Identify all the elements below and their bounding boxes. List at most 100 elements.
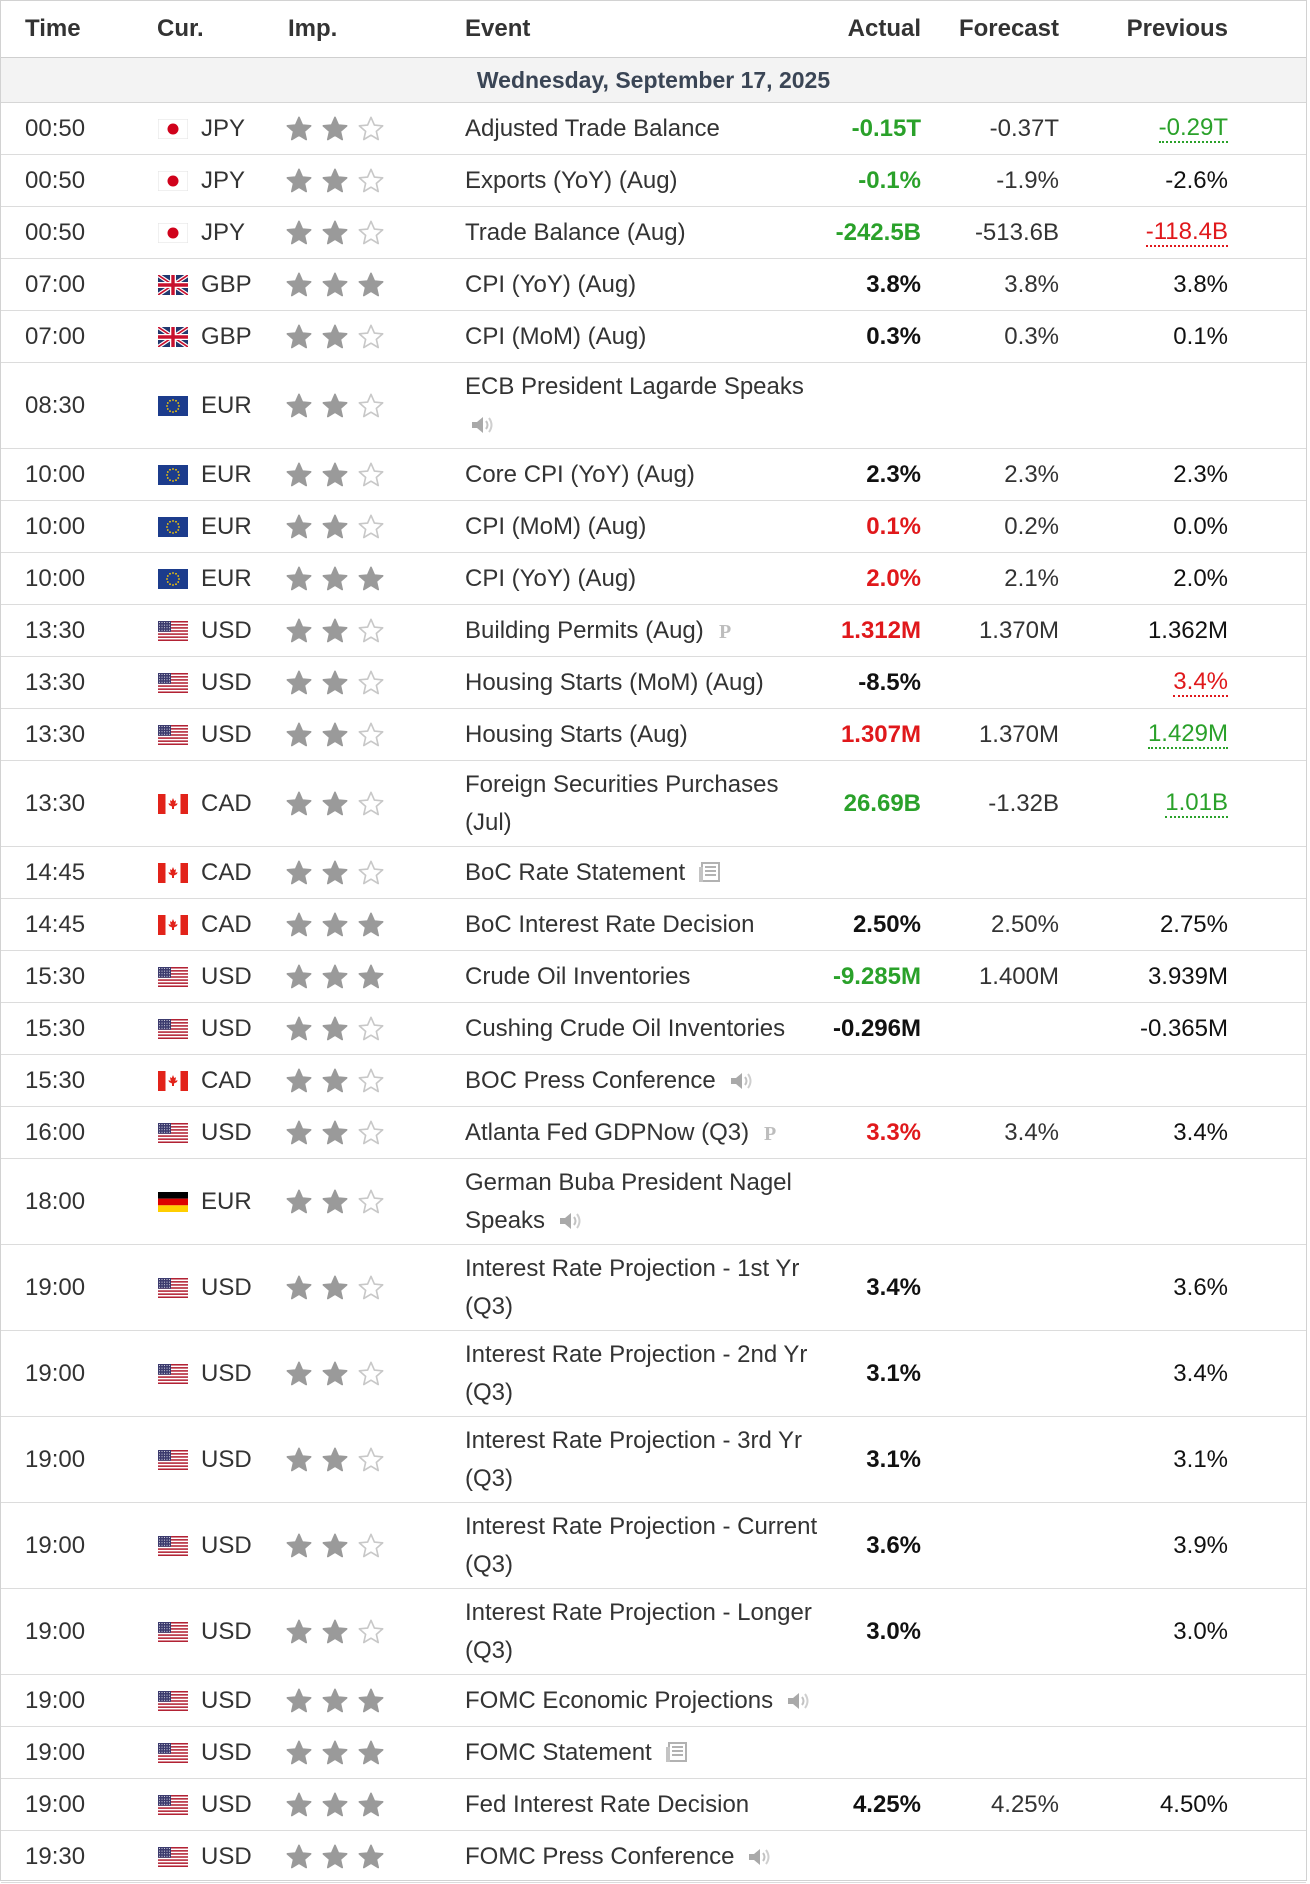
event-name[interactable]: Adjusted Trade Balance (465, 103, 825, 154)
event-name[interactable]: Atlanta Fed GDPNow (Q3) P (465, 1107, 825, 1158)
event-row[interactable]: 00:50 JPY Exports (YoY) (Aug) -0.1% -1.9% -2.… (1, 155, 1306, 207)
speaker-icon[interactable] (746, 1846, 772, 1868)
event-row[interactable]: 16:00 USD Atlanta Fed GDPNow (Q3) P 3.3% 3.4%… (1, 1107, 1306, 1159)
event-title-link[interactable]: Crude Oil Inventories (465, 962, 691, 990)
col-previous-header[interactable]: Previous (1126, 15, 1228, 42)
event-name[interactable]: BoC Interest Rate Decision (465, 899, 825, 950)
previous-value[interactable]: -0.29T (1158, 113, 1228, 143)
event-name[interactable]: Building Permits (Aug) P (465, 605, 825, 656)
previous-value[interactable]: 1.429M (1147, 719, 1228, 749)
event-title-link[interactable]: ECB President Lagarde Speaks (465, 372, 804, 400)
event-name[interactable]: Exports (YoY) (Aug) (465, 155, 825, 206)
event-name[interactable]: Interest Rate Projection - 1st Yr (Q3) (465, 1245, 825, 1330)
col-importance-header[interactable]: Imp. (288, 15, 338, 42)
previous-value[interactable]: 1.01B (1165, 788, 1228, 818)
event-title-link[interactable]: Interest Rate Projection - 1st Yr (Q3) (465, 1254, 800, 1320)
event-previous[interactable]: 1.01B (1165, 761, 1228, 846)
event-title-link[interactable]: Fed Interest Rate Decision (465, 1790, 750, 1818)
event-title-link[interactable]: Core CPI (YoY) (Aug) (465, 460, 695, 488)
event-name[interactable]: CPI (YoY) (Aug) (465, 259, 825, 310)
col-currency-header[interactable]: Cur. (157, 15, 204, 42)
event-name[interactable]: CPI (MoM) (Aug) (465, 501, 825, 552)
event-row[interactable]: 19:00 USD Interest Rate Projection - 3rd Y… (1, 1417, 1306, 1503)
event-title-link[interactable]: FOMC Statement (465, 1738, 652, 1766)
event-title-link[interactable]: Interest Rate Projection - 2nd Yr (Q3) (465, 1340, 808, 1406)
document-icon[interactable] (697, 861, 721, 885)
speaker-icon[interactable] (469, 414, 495, 436)
event-title-link[interactable]: Housing Starts (Aug) (465, 720, 688, 748)
event-name[interactable]: Interest Rate Projection - Longer (Q3) (465, 1589, 825, 1674)
event-title-link[interactable]: Adjusted Trade Balance (465, 114, 720, 142)
event-title-link[interactable]: Interest Rate Projection - Longer (Q3) (465, 1598, 812, 1664)
event-title-link[interactable]: Interest Rate Projection - Current (Q3) (465, 1512, 818, 1578)
event-name[interactable]: Housing Starts (Aug) (465, 709, 825, 760)
event-title-link[interactable]: German Buba President Nagel Speaks (465, 1168, 792, 1234)
event-name[interactable]: Interest Rate Projection - Current (Q3) (465, 1503, 825, 1588)
event-name[interactable]: BOC Press Conference (465, 1055, 825, 1106)
event-row[interactable]: 15:30 USD Crude Oil Inventories -9.285M 1.40… (1, 951, 1306, 1003)
event-title-link[interactable]: Building Permits (Aug) (465, 616, 704, 644)
event-row[interactable]: 19:00 USD Interest Rate Projection - 1st Y… (1, 1245, 1306, 1331)
event-name[interactable]: Fed Interest Rate Decision (465, 1779, 825, 1830)
event-name[interactable]: BoC Rate Statement (465, 847, 825, 898)
event-row[interactable]: 15:30 USD Cushing Crude Oil Inventories -0.… (1, 1003, 1306, 1055)
document-icon[interactable] (664, 1741, 688, 1765)
speaker-icon[interactable] (785, 1690, 811, 1712)
event-row[interactable]: 19:00 USD Interest Rate Projection - Longe… (1, 1589, 1306, 1675)
event-row[interactable]: 13:30 CAD Foreign Securities Purchases (Ju… (1, 761, 1306, 847)
event-row[interactable]: 19:00 USD FOMC Economic Projections (1, 1675, 1306, 1727)
event-title-link[interactable]: Interest Rate Projection - 3rd Yr (Q3) (465, 1426, 803, 1492)
event-title-link[interactable]: Cushing Crude Oil Inventories (465, 1014, 786, 1042)
event-name[interactable]: Trade Balance (Aug) (465, 207, 825, 258)
event-previous[interactable]: 3.4% (1173, 657, 1228, 708)
event-name[interactable]: Crude Oil Inventories (465, 951, 825, 1002)
event-name[interactable]: FOMC Statement (465, 1727, 825, 1778)
event-title-link[interactable]: Housing Starts (MoM) (Aug) (465, 668, 764, 696)
event-name[interactable]: Core CPI (YoY) (Aug) (465, 449, 825, 500)
event-row[interactable]: 14:45 CAD BoC Rate Statement (1, 847, 1306, 899)
event-row[interactable]: 19:00 USD Interest Rate Projection - Curre… (1, 1503, 1306, 1589)
event-row[interactable]: 19:30 USD FOMC Press Conference (1, 1831, 1306, 1883)
event-row[interactable]: 13:30 USD Housing Starts (MoM) (Aug) -8.5% 3… (1, 657, 1306, 709)
event-name[interactable]: Foreign Securities Purchases (Jul) (465, 761, 825, 846)
event-name[interactable]: CPI (YoY) (Aug) (465, 553, 825, 604)
event-row[interactable]: 10:00 EUR Core CPI (YoY) (Aug) 2.3% 2.3% 2.3% (1, 449, 1306, 501)
event-name[interactable]: ECB President Lagarde Speaks (465, 363, 825, 448)
event-row[interactable]: 10:00 EUR CPI (YoY) (Aug) 2.0% 2.1% 2.0% (1, 553, 1306, 605)
event-title-link[interactable]: BoC Rate Statement (465, 858, 686, 886)
event-title-link[interactable]: Atlanta Fed GDPNow (Q3) (465, 1118, 750, 1146)
event-previous[interactable]: -0.29T (1158, 103, 1228, 154)
event-name[interactable]: German Buba President Nagel Speaks (465, 1159, 825, 1244)
event-row[interactable]: 07:00 GBP CPI (MoM) (Aug) 0.3% 0.3% 0.1% (1, 311, 1306, 363)
event-row[interactable]: 13:30 USD Housing Starts (Aug) 1.307M 1.370M… (1, 709, 1306, 761)
event-name[interactable]: Interest Rate Projection - 2nd Yr (Q3) (465, 1331, 825, 1416)
col-forecast-header[interactable]: Forecast (958, 15, 1059, 42)
previous-value[interactable]: -118.4B (1145, 217, 1228, 247)
event-title-link[interactable]: CPI (MoM) (Aug) (465, 322, 647, 350)
preliminary-icon[interactable]: P (716, 619, 736, 643)
event-title-link[interactable]: Foreign Securities Purchases (Jul) (465, 770, 779, 836)
event-title-link[interactable]: Exports (YoY) (Aug) (465, 166, 678, 194)
event-title-link[interactable]: BOC Press Conference (465, 1066, 716, 1094)
event-title-link[interactable]: CPI (MoM) (Aug) (465, 512, 647, 540)
speaker-icon[interactable] (728, 1070, 754, 1092)
event-row[interactable]: 18:00 EUR German Buba President Nagel Spea… (1, 1159, 1306, 1245)
col-actual-header[interactable]: Actual (847, 15, 921, 42)
event-row[interactable]: 14:45 CAD BoC Interest Rate Decision 2.50% 2… (1, 899, 1306, 951)
event-previous[interactable]: -118.4B (1145, 207, 1228, 258)
event-title-link[interactable]: CPI (YoY) (Aug) (465, 564, 637, 592)
event-row[interactable]: 19:00 USD FOMC Statement (1, 1727, 1306, 1779)
event-title-link[interactable]: FOMC Press Conference (465, 1842, 735, 1870)
col-time-header[interactable]: Time (25, 15, 81, 42)
event-row[interactable]: 07:00 GBP CPI (YoY) (Aug) 3.8% 3.8% 3.8% (1, 259, 1306, 311)
event-row[interactable]: 00:50 JPY Adjusted Trade Balance -0.15T -0.3… (1, 103, 1306, 155)
preliminary-icon[interactable]: P (761, 1121, 781, 1145)
event-row[interactable]: 15:30 CAD BOC Press Conference (1, 1055, 1306, 1107)
event-row[interactable]: 19:00 USD Interest Rate Projection - 2nd Y… (1, 1331, 1306, 1417)
event-title-link[interactable]: FOMC Economic Projections (465, 1686, 774, 1714)
event-name[interactable]: Housing Starts (MoM) (Aug) (465, 657, 825, 708)
speaker-icon[interactable] (557, 1210, 583, 1232)
col-event-header[interactable]: Event (465, 15, 531, 42)
event-name[interactable]: Cushing Crude Oil Inventories (465, 1003, 825, 1054)
event-title-link[interactable]: Trade Balance (Aug) (465, 218, 686, 246)
